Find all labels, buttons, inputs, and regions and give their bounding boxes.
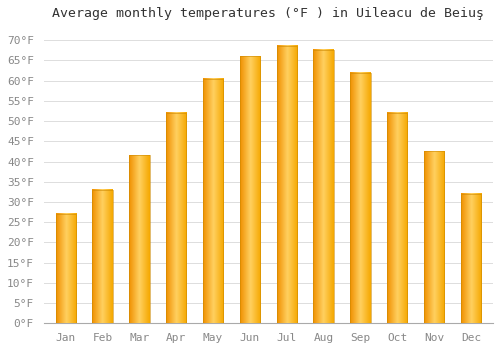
Title: Average monthly temperatures (°F ) in Uileacu de Beiuş: Average monthly temperatures (°F ) in Ui… [52, 7, 484, 20]
Bar [461, 194, 481, 323]
Bar [314, 50, 334, 323]
Bar [350, 72, 370, 323]
Bar [166, 113, 186, 323]
Bar [276, 46, 297, 323]
Bar [240, 56, 260, 323]
Bar [56, 214, 76, 323]
Bar [424, 152, 444, 323]
Bar [203, 79, 223, 323]
Bar [387, 113, 407, 323]
Bar [92, 190, 112, 323]
Bar [130, 155, 150, 323]
